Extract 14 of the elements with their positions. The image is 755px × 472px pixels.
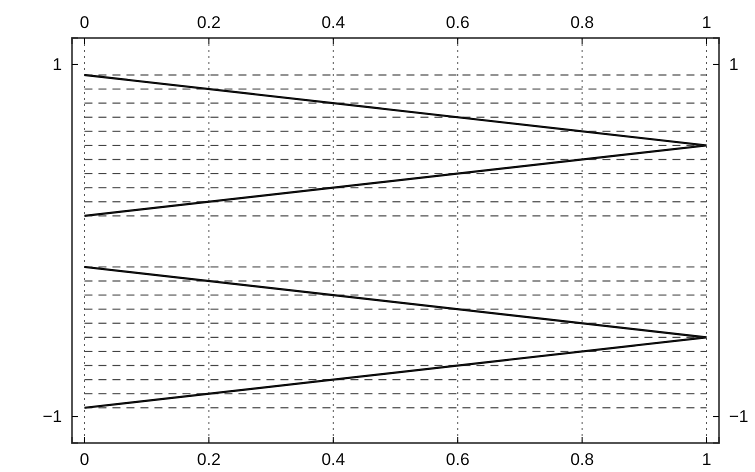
x-tick-label: 0	[80, 13, 90, 32]
x-tick-label: 0.4	[321, 13, 346, 32]
x2-tick-label: 0.2	[197, 450, 221, 470]
x2-tick-label: 0.6	[446, 450, 470, 470]
x2-tick-label: 0.8	[570, 450, 594, 470]
x-tick-label: 1	[702, 13, 712, 32]
y2-tick-label: −1	[729, 407, 748, 426]
y2-tick-label: 1	[729, 54, 738, 74]
x-tick-label: 0.2	[197, 13, 221, 32]
x-tick-label: 0.8	[570, 13, 594, 32]
x-tick-label: 0.6	[446, 13, 470, 32]
x2-tick-label: 0	[80, 450, 90, 470]
x2-tick-label: 0.4	[321, 450, 346, 470]
x2-tick-label: 1	[702, 450, 712, 470]
